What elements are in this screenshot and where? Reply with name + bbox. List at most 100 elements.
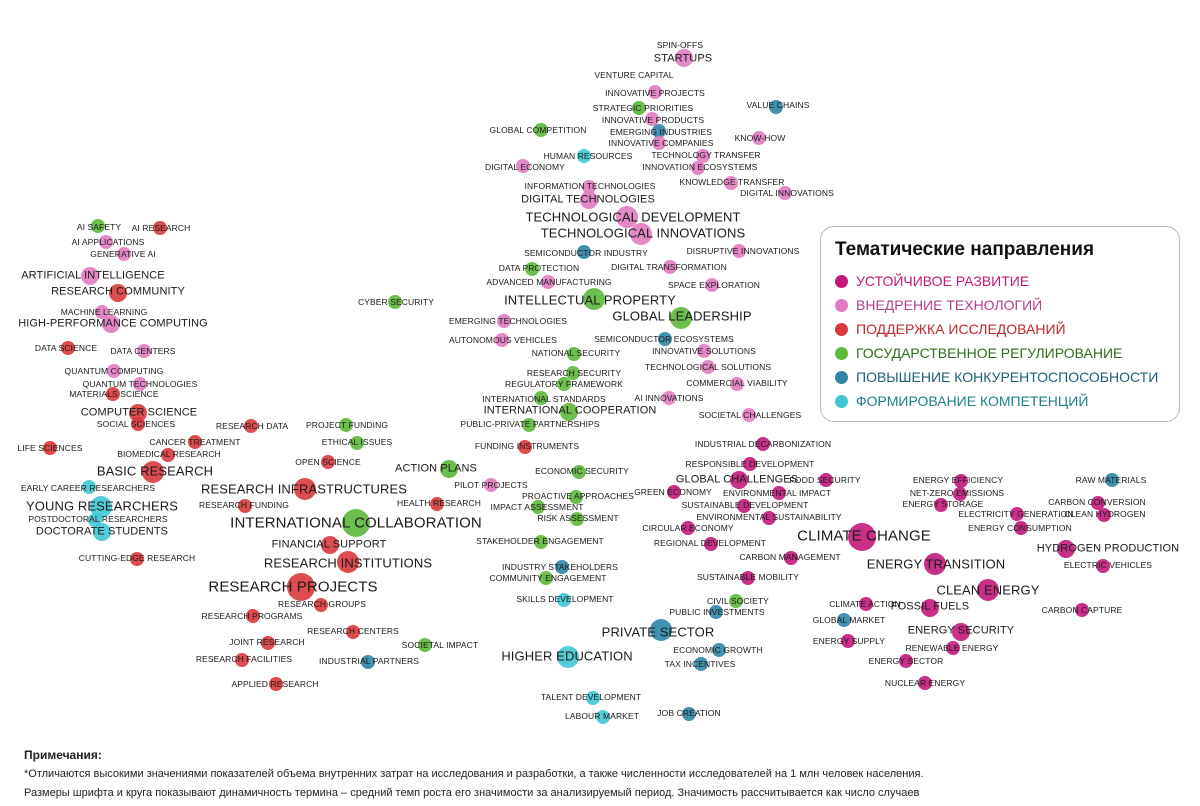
term-dot-icon <box>557 377 571 391</box>
term-label: INNOVATIVE SOLUTIONS <box>652 345 756 356</box>
term-dot-icon <box>762 511 776 525</box>
term-dot-icon <box>697 344 711 358</box>
legend: Тематические направления УСТОЙЧИВОЕ РАЗВ… <box>820 226 1180 422</box>
term-dot-icon <box>522 418 536 432</box>
term-dot-icon <box>730 471 748 489</box>
term-label: HUMAN RESOURCES <box>543 150 633 161</box>
term-dot-icon <box>577 149 591 163</box>
term-dot-icon <box>1105 473 1119 487</box>
term-dot-icon <box>652 136 666 150</box>
term-dot-icon <box>924 553 946 575</box>
legend-dot-icon <box>835 346 848 360</box>
term-dot-icon <box>287 573 315 601</box>
term-dot-icon <box>662 391 676 405</box>
term-label: EMERGING INDUSTRIES <box>609 126 713 137</box>
term-label: NET-ZERO EMISSIONS <box>909 487 1005 498</box>
term-dot-icon <box>294 478 316 500</box>
term-dot-icon <box>518 440 532 454</box>
term-label: DOCTORATE STUDENTS <box>35 525 169 538</box>
term-label: FOSSIL FUELS <box>890 600 970 613</box>
term-label: ELECTRICITY GENERATION <box>958 508 1074 519</box>
term-label: SOCIAL SCIENCES <box>96 418 176 429</box>
term-dot-icon <box>117 247 131 261</box>
legend-item-research-support: ПОДДЕРЖКА ИССЛЕДОВАНИЙ <box>835 317 1165 341</box>
legend-label: ПОВЫШЕНИЕ КОНКУРЕНТОСПОСОБНОСТИ <box>856 369 1159 385</box>
term-label: RESEARCH INFRASTRUCTURES <box>200 481 408 497</box>
term-dot-icon <box>430 497 444 511</box>
term-label: RESEARCH COMMUNITY <box>51 285 185 298</box>
term-label: CIVIL SOCIETY <box>707 595 769 606</box>
term-dot-icon <box>244 419 258 433</box>
term-label: TECHNOLOGICAL INNOVATIONS <box>540 225 746 241</box>
term-label: ENVIRONMENTAL IMPACT <box>722 487 832 498</box>
term-label: HIGHER EDUCATION <box>501 648 633 664</box>
term-dot-icon <box>531 500 545 514</box>
term-label: PUBLIC INVESTMENTS <box>669 606 765 617</box>
notes-line: Размеры шрифта и круга показывают динами… <box>24 787 920 799</box>
term-dot-icon <box>161 448 175 462</box>
term-label: GREEN ECONOMY <box>634 486 712 497</box>
term-dot-icon <box>691 161 705 175</box>
term-label: QUANTUM TECHNOLOGIES <box>82 378 198 389</box>
term-label: TECHNOLOGICAL DEVELOPMENT <box>525 209 741 225</box>
term-dot-icon <box>709 605 723 619</box>
term-label: ARTIFICIAL INTELLIGENCE <box>21 269 165 282</box>
term-label: ENERGY CONSUMPTION <box>968 522 1072 533</box>
term-dot-icon <box>560 403 578 421</box>
term-label: KNOW-HOW <box>734 132 786 143</box>
term-dot-icon <box>752 131 766 145</box>
term-label: AI INNOVATIONS <box>634 392 704 403</box>
term-dot-icon <box>238 499 252 513</box>
term-label: GLOBAL MARKET <box>812 614 886 625</box>
term-label: STRATEGIC PRIORITIES <box>592 102 694 113</box>
term-label: INNOVATIVE COMPANIES <box>608 137 714 148</box>
term-dot-icon <box>102 315 120 333</box>
term-dot-icon <box>694 657 708 671</box>
term-dot-icon <box>742 408 756 422</box>
term-dot-icon <box>440 460 458 478</box>
term-label: RESEARCH SECURITY <box>526 367 622 378</box>
term-label: DIGITAL ECONOMY <box>485 161 565 172</box>
term-label: PROJECT FUNDING <box>305 419 389 430</box>
term-dot-icon <box>557 593 571 607</box>
term-label: STAKEHOLDER ENGAGEMENT <box>476 535 604 546</box>
term-label: HYDROGEN PRODUCTION <box>1036 542 1180 555</box>
term-label: DATA CENTERS <box>110 345 176 356</box>
term-label: RISK ASSESSMENT <box>537 512 619 523</box>
term-label: RESEARCH CENTERS <box>307 625 399 636</box>
term-label: YOUNG RESEARCHERS <box>26 498 178 514</box>
term-label: SOCIETAL IMPACT <box>401 639 479 650</box>
term-dot-icon <box>314 598 328 612</box>
term-dot-icon <box>555 560 569 574</box>
term-label: INDUSTRY STAKEHOLDERS <box>502 561 618 572</box>
term-label: ENERGY TRANSITION <box>866 556 1006 572</box>
term-dot-icon <box>1014 521 1028 535</box>
term-dot-icon <box>663 260 677 274</box>
term-dot-icon <box>741 571 755 585</box>
term-label: ENERGY SECURITY <box>907 624 1015 637</box>
term-dot-icon <box>670 307 692 329</box>
term-label: CLIMATE ACTION <box>829 598 901 609</box>
term-label: SUSTAINABLE DEVELOPMENT <box>681 499 809 510</box>
legend-item-sustainable-development: УСТОЙЧИВОЕ РАЗВИТИЕ <box>835 269 1165 293</box>
term-dot-icon <box>1075 603 1089 617</box>
term-dot-icon <box>704 537 718 551</box>
term-dot-icon <box>756 437 770 451</box>
term-dot-icon <box>682 707 696 721</box>
term-dot-icon <box>497 314 511 328</box>
term-label: OPEN SCIENCE <box>295 456 361 467</box>
term-label: DATA SCIENCE <box>34 342 98 353</box>
term-dot-icon <box>918 676 932 690</box>
term-dot-icon <box>977 579 999 601</box>
term-label: INNOVATION ECOSYSTEMS <box>642 161 758 172</box>
term-dot-icon <box>107 364 121 378</box>
legend-item-competencies: ФОРМИРОВАНИЕ КОМПЕТЕНЦИЙ <box>835 389 1165 413</box>
term-label: HEALTH RESEARCH <box>397 497 481 508</box>
term-dot-icon <box>934 498 948 512</box>
term-dot-icon <box>675 49 693 67</box>
term-dot-icon <box>133 377 147 391</box>
term-dot-icon <box>658 332 672 346</box>
term-dot-icon <box>1091 496 1105 510</box>
term-label: CUTTING-EDGE RESEARCH <box>78 552 196 563</box>
term-dot-icon <box>361 655 375 669</box>
